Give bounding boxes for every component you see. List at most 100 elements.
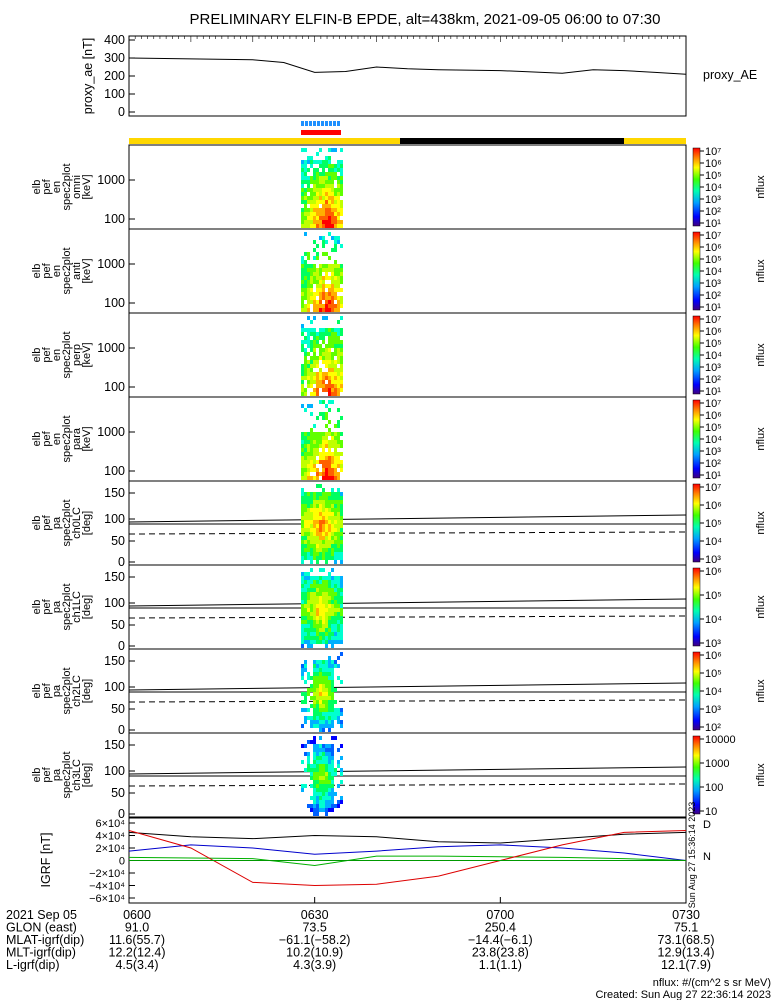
spectrogram-cell [328, 208, 331, 212]
spectrogram-cell [304, 172, 307, 176]
spectrogram-cell [322, 444, 325, 448]
spectrogram-cell [316, 184, 319, 188]
spectrogram-cell [337, 336, 340, 340]
spectrogram-cell [301, 640, 304, 644]
spectrogram-cell [313, 688, 316, 692]
spectrogram-cell [316, 804, 319, 808]
spectrogram-cell [304, 536, 307, 540]
spectrogram-cell [307, 492, 310, 496]
spectrogram-cell [325, 560, 328, 564]
spectrogram-cell [334, 352, 337, 356]
spectrogram-cell [316, 252, 319, 256]
spectrogram-cell [310, 276, 313, 280]
spectrogram-cell [307, 280, 310, 284]
spectrogram-cell [307, 504, 310, 508]
colorbar-tick-label: 10⁴ [705, 434, 722, 446]
xaxis-row-value: 250.4 [485, 921, 516, 935]
spectrogram-cell [304, 188, 307, 192]
spectrogram-cell [304, 304, 307, 308]
spectrogram-cell [319, 436, 322, 440]
spectrogram-cell [322, 708, 325, 712]
spectrogram-cell [310, 176, 313, 180]
spectrogram-cell [325, 708, 328, 712]
spectrogram-cell [307, 336, 310, 340]
igrf-ytick-label: 6×10⁴ [95, 818, 125, 830]
spectrogram-cell [322, 464, 325, 468]
spectrogram-cell [310, 444, 313, 448]
spectrogram-cell [307, 200, 310, 204]
spectrogram-cell [313, 708, 316, 712]
spectrogram-cell [310, 340, 313, 344]
spectrogram-cell [325, 492, 328, 496]
spectrogram-cell [340, 720, 343, 724]
spectrogram-cell [304, 180, 307, 184]
spectrogram-cell [319, 616, 322, 620]
spectrogram-cell [304, 356, 307, 360]
spectrogram-cell [325, 748, 328, 752]
spectrogram-cell [313, 552, 316, 556]
spectrogram-cell [331, 496, 334, 500]
plot-title: PRELIMINARY ELFIN-B EPDE, alt=438km, 202… [190, 11, 661, 28]
spectrogram-cell [307, 672, 310, 676]
spectrogram-cell [331, 192, 334, 196]
spectrogram-cell [328, 276, 331, 280]
spectrogram-cell [304, 720, 307, 724]
spectrogram-cell [304, 296, 307, 300]
spectrogram-cell [331, 492, 334, 496]
spectrogram-cell [322, 804, 325, 808]
spectrogram-cell [325, 612, 328, 616]
spectrogram-cell [322, 448, 325, 452]
spectrogram-cell [310, 520, 313, 524]
igrf-series-y [128, 844, 687, 861]
spectrogram-cell [328, 784, 331, 788]
spectrogram-cell [331, 636, 334, 640]
spectrogram-cell [328, 688, 331, 692]
spectrogram-cell [328, 264, 331, 268]
spectrogram-cell [325, 508, 328, 512]
spectrogram-cell [301, 668, 304, 672]
spectrogram-cell [325, 264, 328, 268]
spectrogram-cell [316, 620, 319, 624]
spectrogram-cell [331, 332, 334, 336]
spectrogram-cell [304, 716, 307, 720]
spectrogram-cell [322, 460, 325, 464]
spectrogram-cell [322, 728, 325, 732]
spectrogram-cell [301, 572, 304, 576]
spectrogram-cell [313, 204, 316, 208]
spectrogram-cell [322, 504, 325, 508]
spectrogram-cell [334, 456, 337, 460]
xaxis-row-value: −14.4(−6.1) [468, 933, 533, 947]
spectrogram-cell [337, 304, 340, 308]
spectrogram-cell [307, 476, 310, 480]
panel-ytick-label: 100 [104, 764, 125, 778]
spectrogram-cell [307, 468, 310, 472]
spectrogram-cell [316, 684, 319, 688]
spectrogram-cell [301, 184, 304, 188]
spectrogram-cell [310, 544, 313, 548]
spectrogram-cell [307, 500, 310, 504]
spectrogram-cell [310, 536, 313, 540]
spectrogram-cell [310, 580, 313, 584]
spectrogram-cell [319, 768, 322, 772]
spectrogram-cell [310, 676, 313, 680]
colorbar [692, 651, 701, 731]
spectrogram-cell [322, 524, 325, 528]
spectrogram-cell [334, 436, 337, 440]
spectrogram-cell [328, 696, 331, 700]
spectrogram-cell [301, 440, 304, 444]
colorbar-tick-label: 10⁴ [705, 350, 722, 362]
panel-ylabel-line: [keV] [81, 426, 93, 451]
panel-ytick-label: 50 [111, 534, 125, 548]
spectrogram-cell [325, 556, 328, 560]
spectrogram-cell [340, 176, 343, 180]
spectrogram-cell [322, 672, 325, 676]
spectrogram-cell [301, 208, 304, 212]
spectrogram-cell [313, 592, 316, 596]
spectrogram-cell [337, 608, 340, 612]
spectrogram-cell [328, 172, 331, 176]
spectrogram-cell [331, 344, 334, 348]
spectrogram-cell [304, 664, 307, 668]
spectrogram-cell [337, 708, 340, 712]
spectrogram-cell [340, 380, 343, 384]
spectrogram-cell [328, 536, 331, 540]
